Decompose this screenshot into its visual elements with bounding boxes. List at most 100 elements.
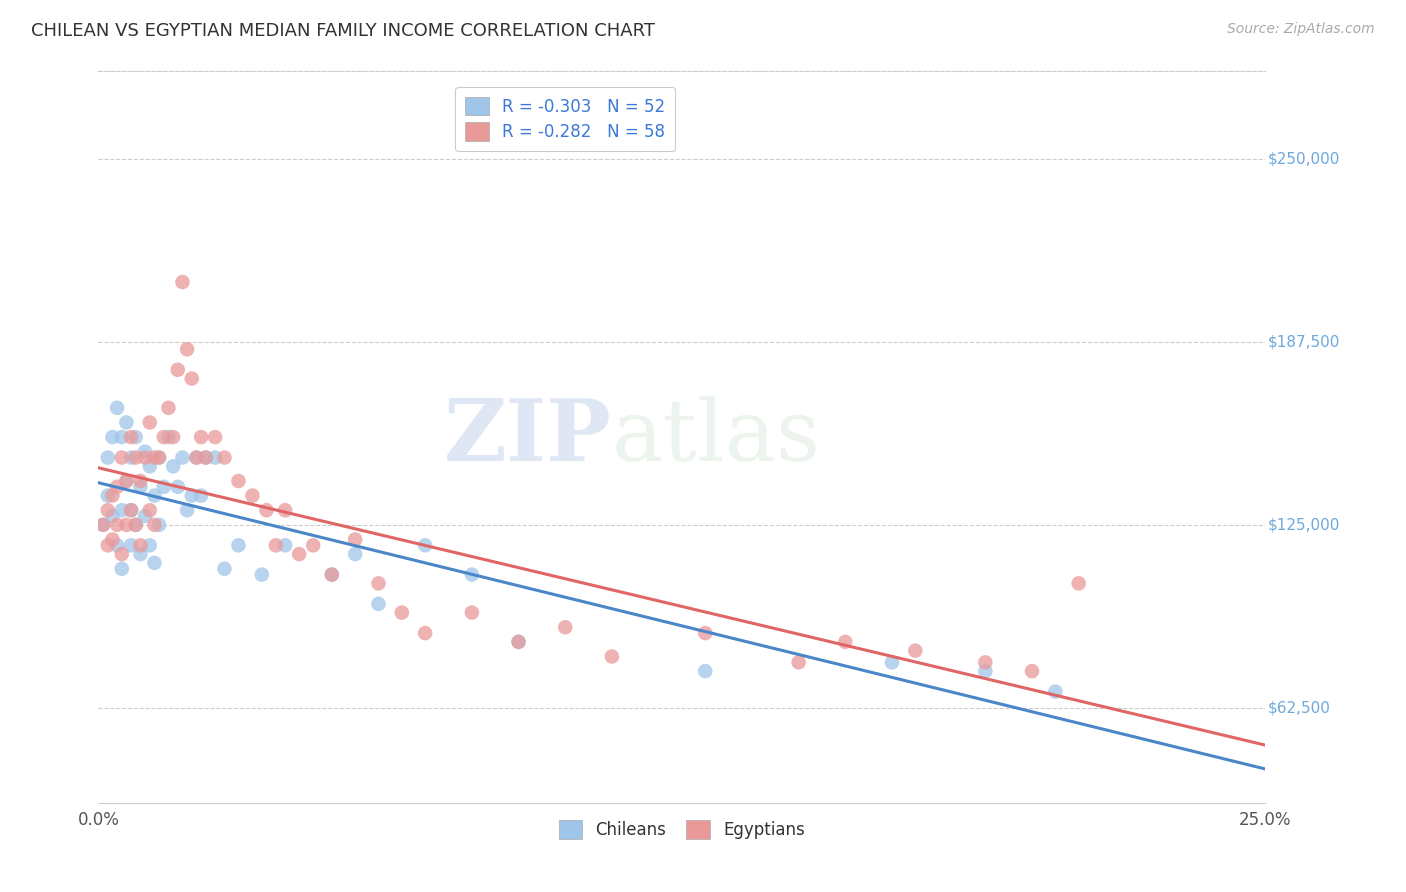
Point (115, 474, 138, 488)
Point (105, 480, 128, 494)
Point (120, 450, 142, 465)
Point (194, 450, 217, 465)
Point (166, 480, 188, 494)
Text: $62,500: $62,500 (1268, 700, 1330, 715)
Point (214, 562, 236, 576)
Point (695, 664, 717, 678)
Point (111, 547, 134, 561)
Point (180, 489, 202, 503)
Text: ZIP: ZIP (444, 395, 612, 479)
Point (143, 517, 166, 532)
Point (256, 503, 278, 517)
Point (250, 567, 273, 582)
Point (134, 509, 156, 524)
Point (162, 459, 184, 474)
Text: Source: ZipAtlas.com: Source: ZipAtlas.com (1227, 22, 1375, 37)
Point (367, 576, 389, 591)
Point (111, 562, 134, 576)
Legend: Chileans, Egyptians: Chileans, Egyptians (553, 814, 811, 846)
Point (508, 635, 530, 649)
Point (125, 517, 148, 532)
Point (139, 416, 162, 430)
Text: $250,000: $250,000 (1268, 152, 1340, 167)
Point (461, 606, 484, 620)
Point (97, 450, 120, 465)
Point (143, 450, 166, 465)
Point (125, 430, 148, 444)
Point (97, 489, 120, 503)
Point (274, 538, 297, 552)
Point (111, 430, 134, 444)
Point (148, 450, 170, 465)
Point (264, 538, 287, 552)
Point (120, 430, 142, 444)
Point (97, 538, 120, 552)
Point (176, 503, 198, 517)
Point (172, 450, 194, 465)
Point (904, 643, 927, 657)
Point (242, 489, 264, 503)
Point (129, 480, 152, 494)
Point (974, 664, 997, 678)
Point (143, 489, 166, 503)
Point (115, 517, 138, 532)
Point (194, 450, 217, 465)
Point (134, 450, 156, 465)
Point (166, 363, 188, 377)
Point (115, 474, 138, 488)
Point (105, 538, 128, 552)
Text: $187,500: $187,500 (1268, 334, 1340, 350)
Point (214, 450, 236, 465)
Point (129, 547, 152, 561)
Text: $125,000: $125,000 (1268, 517, 1340, 533)
Point (204, 430, 226, 444)
Point (105, 517, 128, 532)
Point (152, 480, 174, 494)
Point (101, 489, 124, 503)
Point (139, 538, 162, 552)
Point (344, 547, 367, 561)
Text: CHILEAN VS EGYPTIAN MEDIAN FAMILY INCOME CORRELATION CHART: CHILEAN VS EGYPTIAN MEDIAN FAMILY INCOME… (31, 22, 655, 40)
Point (190, 489, 212, 503)
Point (180, 371, 202, 385)
Point (1021, 664, 1043, 678)
Point (115, 416, 138, 430)
Point (125, 517, 148, 532)
Point (413, 538, 436, 552)
Point (101, 430, 124, 444)
Point (834, 635, 856, 649)
Point (321, 567, 343, 582)
Point (157, 401, 180, 415)
Point (101, 533, 124, 547)
Point (105, 401, 128, 415)
Point (186, 450, 208, 465)
Point (91, 517, 114, 532)
Point (186, 450, 208, 465)
Point (787, 656, 810, 670)
Point (129, 474, 152, 488)
Text: atlas: atlas (612, 395, 821, 479)
Point (461, 567, 484, 582)
Point (274, 503, 297, 517)
Point (367, 597, 389, 611)
Point (134, 444, 156, 458)
Point (120, 538, 142, 552)
Point (139, 503, 162, 517)
Point (129, 538, 152, 552)
Point (111, 450, 134, 465)
Point (413, 626, 436, 640)
Point (143, 556, 166, 570)
Point (120, 503, 142, 517)
Point (302, 538, 325, 552)
Point (111, 503, 134, 517)
Point (157, 430, 180, 444)
Point (125, 450, 148, 465)
Point (97, 503, 120, 517)
Point (101, 509, 124, 524)
Point (139, 459, 162, 474)
Point (172, 275, 194, 289)
Point (176, 343, 198, 357)
Point (1067, 576, 1090, 591)
Point (391, 606, 413, 620)
Point (228, 474, 250, 488)
